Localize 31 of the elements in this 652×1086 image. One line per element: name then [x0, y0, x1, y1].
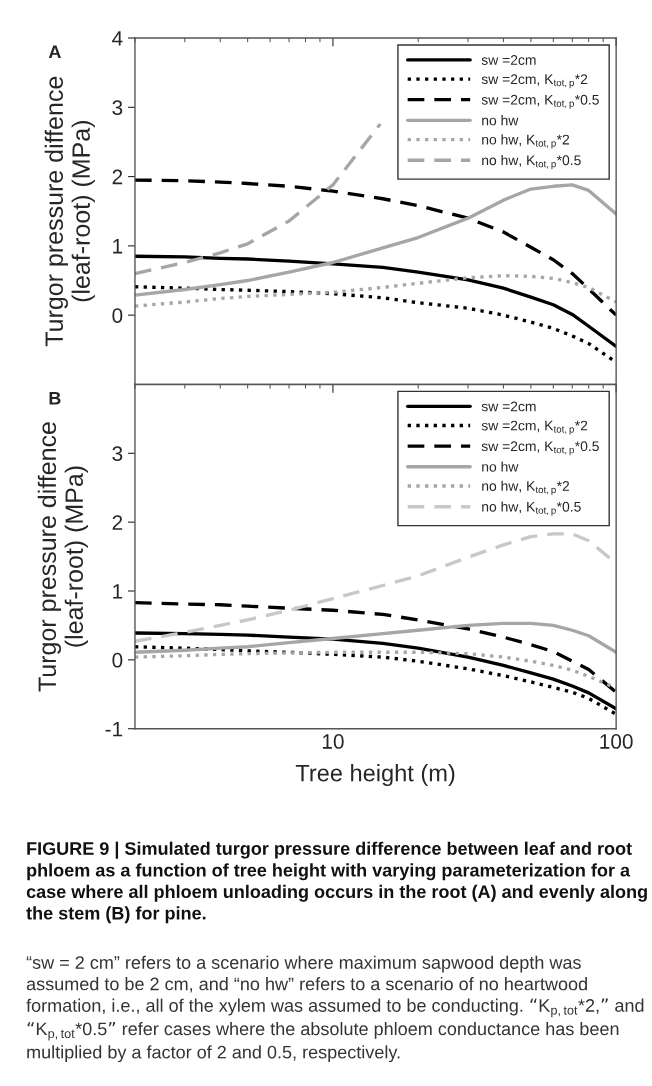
legend-label: no hw — [482, 115, 519, 126]
legend-label: no hw, K$_{tot,p}$*0.5 — [482, 155, 581, 170]
legend-label: sw =2cm, K$_{tot,p}$*0.5 — [481, 441, 599, 456]
legend-label: no hw — [482, 461, 519, 472]
y-tick-label: 3 — [112, 446, 123, 462]
chart-title: A — [48, 45, 61, 59]
caption: FIGURE 9 | Simulated turgor pressure difference between leaf and root phloem as a function of tree height with varying parameterization for a case where all phloem unloading occurs in the root (A) and evenly along the stem (B) for pine. — [26, 841, 647, 924]
chart-title: B — [49, 391, 61, 405]
y-tick-label: 2 — [112, 515, 123, 530]
y-tick-label: 0 — [112, 652, 123, 668]
text: “sw = 2 cm” refers to a scenario where maximum sapwood depth was assumed to be 2 cm, and “no hw” refers to a scenario of no heartwood formation, i.e., all of the xylem was assumed to be conducting. “K$_{p,tot}$*2,” and “K$_{p,tot}$*0.5” refer cases where the absolute phloem conductance has been multiplied by a factor of 2 and 0.5, respectively. — [26, 955, 644, 1063]
y-tick-label: 2 — [112, 169, 123, 185]
legend-label: sw =2cm — [481, 55, 536, 65]
y-axis-title: Turgor pressure diffence (leaf-root) (MPa) — [44, 76, 95, 347]
legend-label: sw =2cm, K$_{tot,p}$*2 — [481, 420, 588, 435]
x-axis-title: Tree height (m) — [295, 764, 455, 787]
x-tick-label: 10 — [322, 734, 344, 749]
y-tick-label: 0 — [112, 308, 123, 323]
y-tick-label: 1 — [113, 584, 123, 599]
legend-label: no hw, K$_{tot,p}$*0.5 — [482, 501, 581, 516]
legend-label: no hw, K$_{tot,p}$*2 — [482, 134, 570, 149]
legend-label: sw =2cm, K$_{tot,p}$*2 — [481, 74, 588, 89]
y-tick-label: 4 — [112, 31, 123, 46]
y-tick-label: -1 — [105, 721, 123, 737]
legend-label: no hw, K$_{tot,p}$*2 — [482, 480, 570, 496]
legend-label: sw =2cm — [481, 401, 536, 412]
x-tick-label: 100 — [600, 734, 633, 749]
y-axis-title: Turgor pressure diffence (leaf-root) (MPa) — [37, 422, 88, 692]
y-tick-label: 3 — [112, 100, 123, 116]
legend-label: sw =2cm, K$_{tot,p}$*0.5 — [481, 94, 599, 109]
y-tick-label: 1 — [113, 239, 123, 254]
